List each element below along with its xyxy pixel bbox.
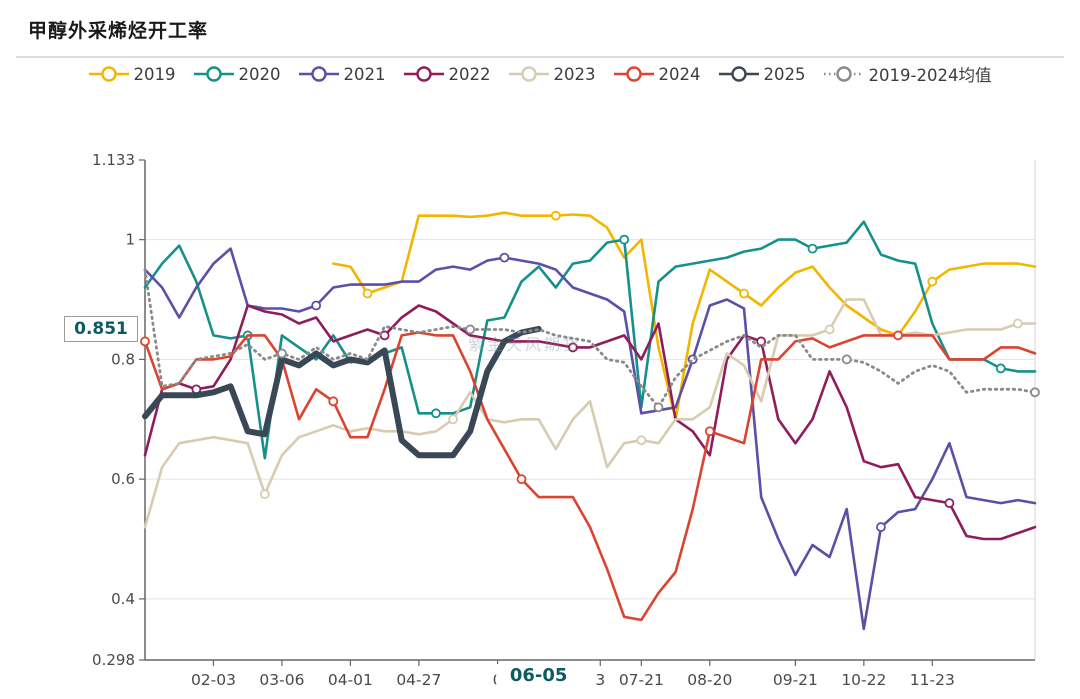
series-marker [362, 288, 373, 299]
x-tick-label: 3 [595, 671, 605, 689]
legend-label: 2021 [343, 64, 386, 84]
series-marker [876, 522, 886, 532]
legend-label: 2022 [448, 64, 491, 84]
legend-marker-icon [508, 66, 549, 82]
y-tick-label: 0.4 [111, 590, 135, 608]
series-marker [1030, 387, 1040, 398]
series-marker [516, 474, 527, 485]
legend-marker-icon [403, 66, 444, 82]
legend-item-2021[interactable]: 2021 [298, 64, 386, 84]
series-line-2021 [143, 247, 1037, 631]
legend-marker-icon [613, 66, 654, 82]
current-value-label: 0.851 [64, 315, 138, 342]
x-tick-label: 03-06 [259, 671, 304, 689]
series-marker [704, 426, 715, 437]
series-marker [927, 276, 938, 287]
series-marker [756, 336, 767, 347]
series-marker [140, 336, 150, 347]
legend-item-2020[interactable]: 2020 [193, 64, 281, 84]
y-tick-label: 1 [125, 231, 135, 249]
legend: 2019 2020 2021 2022 2023 2024 2025 2019-2024均值 [0, 62, 1080, 86]
series-marker [944, 498, 955, 509]
series-marker [311, 300, 322, 311]
y-tick-label: 1.133 [92, 151, 135, 169]
series-marker [550, 210, 561, 221]
x-tick-label: 04-01 [328, 671, 373, 689]
legend-marker-icon [823, 66, 864, 82]
legend-marker-icon [88, 66, 129, 82]
series-marker [259, 489, 270, 500]
page-title: 甲醇外采烯烃开工率 [28, 20, 209, 42]
legend-item-2022[interactable]: 2022 [403, 64, 491, 84]
current-date-label: 06-05 [495, 664, 582, 687]
series-marker [465, 324, 476, 335]
series-marker [807, 243, 818, 254]
series-line-2020 [143, 220, 1037, 460]
legend-item-2025[interactable]: 2025 [718, 64, 806, 84]
series-line-2022 [143, 304, 1037, 541]
series-marker [1012, 318, 1023, 329]
series-marker [739, 288, 749, 299]
legend-label: 2020 [238, 64, 281, 84]
title-divider [16, 56, 1064, 58]
y-tick-label: 0.8 [111, 350, 135, 368]
series-marker [841, 354, 852, 365]
series-marker [619, 234, 630, 245]
x-tick-label: 11-23 [910, 671, 955, 689]
legend-item-2019-2024均值[interactable]: 2019-2024均值 [823, 62, 992, 86]
legend-marker-icon [718, 66, 759, 82]
series-marker [499, 252, 510, 263]
legend-item-2024[interactable]: 2024 [613, 64, 701, 84]
series-marker [824, 324, 835, 335]
series-marker [995, 363, 1006, 374]
series-line-2019 [332, 211, 1037, 421]
legend-marker-icon [193, 66, 234, 82]
series-line-2019-2024均值 [143, 268, 1037, 409]
x-tick-label: 09-21 [773, 671, 818, 689]
series-line-2024 [143, 331, 1037, 622]
legend-label: 2025 [763, 64, 806, 84]
series-marker [893, 330, 903, 341]
legend-label: 2024 [658, 64, 701, 84]
series-marker [431, 408, 441, 419]
series-marker [636, 435, 647, 446]
y-tick-label: 0.6 [111, 470, 135, 488]
series-marker [277, 348, 287, 359]
series-marker [448, 414, 458, 425]
x-tick-label: 07-21 [619, 671, 664, 689]
legend-marker-icon [298, 66, 339, 82]
series-marker [567, 342, 578, 353]
y-tick-label: 0.298 [92, 651, 135, 669]
series-marker [653, 402, 664, 413]
legend-item-2023[interactable]: 2023 [508, 64, 596, 84]
x-tick-label: 02-03 [191, 671, 236, 689]
x-tick-label: 08-20 [687, 671, 732, 689]
legend-label: 2019 [133, 64, 176, 84]
legend-label: 2023 [553, 64, 596, 84]
x-tick-label: 10-22 [841, 671, 886, 689]
series-line-2025 [142, 325, 542, 459]
legend-label: 2019-2024均值 [868, 66, 992, 85]
x-tick-label: 04-27 [396, 671, 441, 689]
legend-item-2019[interactable]: 2019 [88, 64, 176, 84]
series-marker [328, 396, 339, 407]
